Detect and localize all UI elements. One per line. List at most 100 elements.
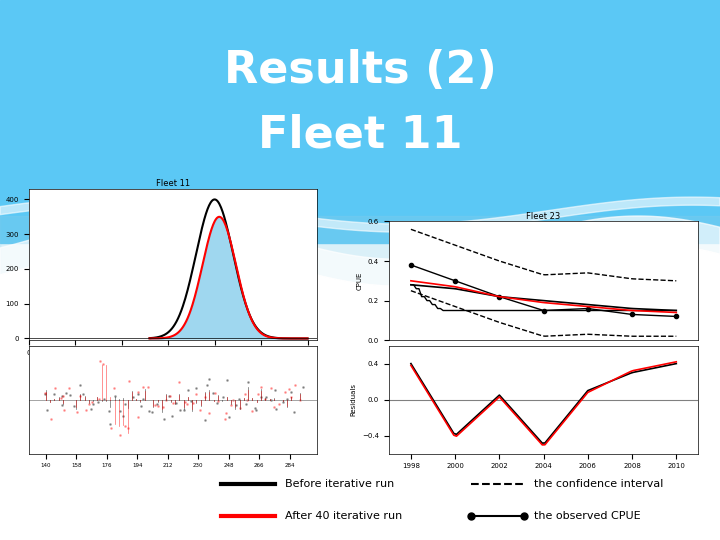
Point (94, 395, 105, 403)
Point (94, 356, 106, 365)
Point (228, 396, 239, 404)
Point (158, 415, 170, 424)
Point (74, 392, 86, 401)
Bar (0, 216, 720, 443)
Point (289, 381, 300, 389)
Text: Results (2): Results (2) (224, 49, 496, 92)
Point (41, 406, 53, 414)
Point (282, 394, 293, 403)
Point (190, 390, 202, 399)
Point (277, 398, 289, 407)
Point (103, 406, 114, 415)
Point (84, 400, 95, 408)
Point (117, 411, 129, 420)
Point (104, 420, 116, 428)
Point (284, 388, 296, 396)
Point (153, 402, 164, 410)
Point (279, 387, 290, 396)
Point (163, 392, 175, 401)
Point (273, 400, 284, 408)
Point (266, 383, 277, 392)
Point (182, 386, 194, 395)
Point (60, 388, 71, 397)
Point (114, 407, 126, 415)
Point (81, 406, 92, 414)
Point (199, 393, 211, 401)
Point (170, 399, 181, 408)
Point (234, 404, 246, 413)
Point (108, 384, 120, 393)
Point (135, 402, 147, 411)
Point (222, 375, 233, 384)
Point (114, 431, 126, 440)
Point (230, 400, 242, 409)
Point (86, 404, 97, 413)
Point (166, 411, 178, 420)
Point (239, 389, 251, 398)
Point (132, 390, 143, 399)
Point (71, 408, 83, 417)
Point (175, 406, 186, 414)
Point (247, 406, 258, 415)
Point (77, 389, 89, 398)
Point (63, 384, 75, 393)
Y-axis label: CPUE: CPUE (356, 272, 362, 290)
Point (185, 396, 197, 405)
Point (58, 406, 70, 415)
Point (240, 400, 252, 408)
Point (149, 401, 161, 410)
Point (179, 398, 190, 407)
Title: Fleet 23: Fleet 23 (526, 212, 561, 221)
Point (99, 395, 110, 403)
Point (48, 389, 60, 398)
Point (109, 392, 121, 400)
Point (123, 377, 135, 386)
Point (181, 400, 193, 408)
Point (147, 408, 158, 416)
Point (57, 400, 68, 409)
Point (233, 395, 244, 403)
Point (199, 416, 210, 424)
Text: Fleet 11: Fleet 11 (258, 113, 462, 157)
Text: After 40 iterative run: After 40 iterative run (284, 511, 402, 521)
Point (203, 375, 215, 383)
Point (255, 383, 266, 391)
Point (250, 403, 261, 412)
Point (271, 404, 282, 413)
Point (151, 400, 163, 409)
Point (207, 388, 219, 397)
Point (251, 406, 262, 414)
Point (269, 403, 280, 411)
Point (158, 402, 169, 411)
Point (106, 424, 117, 433)
Point (55, 392, 67, 401)
Point (194, 406, 205, 414)
Point (209, 389, 220, 397)
Point (64, 391, 76, 400)
Point (203, 408, 215, 417)
Point (58, 392, 69, 401)
Point (143, 382, 154, 391)
Title: Fleet 11: Fleet 11 (156, 179, 190, 188)
Point (178, 406, 189, 415)
Point (86, 398, 98, 407)
Point (132, 413, 144, 422)
Point (143, 407, 155, 415)
Point (243, 378, 254, 387)
Point (39, 389, 50, 398)
Bar (0, 0, 720, 243)
Point (212, 397, 224, 406)
Point (49, 383, 60, 392)
Point (220, 415, 231, 424)
Point (258, 395, 270, 403)
Point (119, 421, 130, 430)
Point (211, 399, 222, 408)
Point (160, 395, 171, 404)
Point (132, 387, 144, 396)
Point (285, 393, 297, 402)
Point (55, 393, 66, 402)
Point (266, 396, 277, 404)
Point (260, 392, 271, 401)
Point (122, 423, 134, 432)
Point (294, 395, 306, 404)
